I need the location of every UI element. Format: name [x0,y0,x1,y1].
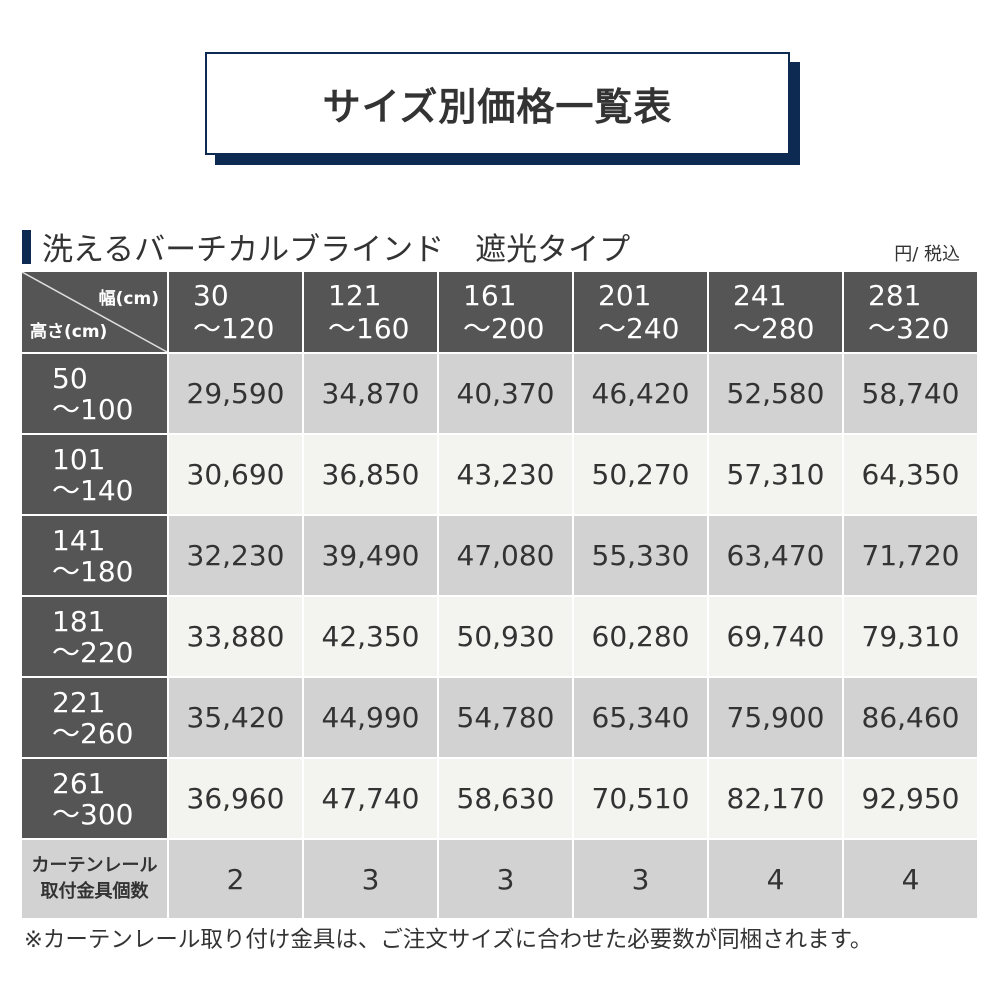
bracket-count-cell: 4 [709,840,842,918]
price-cell: 36,850 [304,435,437,514]
price-cell: 71,720 [844,516,977,595]
price-cell: 44,990 [304,678,437,757]
price-table: 幅(cm) 高さ(cm) 30 〜120 121 〜160 161 〜200 201 〜240… [22,272,977,918]
bracket-label-line2: 取付金具個数 [40,881,149,902]
price-cell: 46,420 [574,354,707,433]
width-header-cell: 281 〜320 [844,272,977,352]
price-cell: 60,280 [574,597,707,676]
table-corner-cell: 幅(cm) 高さ(cm) [22,272,167,352]
price-cell: 36,960 [169,759,302,838]
price-cell: 47,740 [304,759,437,838]
height-axis-label: 高さ(cm) [30,322,108,342]
price-cell: 54,780 [439,678,572,757]
footnote: ※カーテンレール取り付け金具は、ご注文サイズに合わせた必要数が同梱されます。 [24,927,873,953]
height-header-cell: 101 〜140 [22,435,167,514]
price-cell: 43,230 [439,435,572,514]
width-header-cell: 201 〜240 [574,272,707,352]
width-header-cell: 121 〜160 [304,272,437,352]
width-from: 121 [328,279,382,312]
width-from: 30 [193,279,229,312]
price-cell: 63,470 [709,516,842,595]
price-cell: 47,080 [439,516,572,595]
price-cell: 40,370 [439,354,572,433]
bracket-label-line1: カーテンレール [31,855,158,876]
price-cell: 64,350 [844,435,977,514]
height-from: 141 [52,523,106,557]
diagonal-line [22,272,167,352]
height-to: 〜180 [52,554,134,588]
height-to: 〜100 [52,392,134,426]
section-title: 洗えるバーチカルブラインド 遮光タイプ [42,232,631,268]
price-cell: 33,880 [169,597,302,676]
price-cell: 30,690 [169,435,302,514]
price-cell: 65,340 [574,678,707,757]
width-to: 〜200 [463,312,545,345]
price-cell: 32,230 [169,516,302,595]
price-cell: 39,490 [304,516,437,595]
price-cell: 50,930 [439,597,572,676]
height-to: 〜300 [52,797,134,831]
price-cell: 52,580 [709,354,842,433]
width-header-cell: 161 〜200 [439,272,572,352]
height-to: 〜140 [52,473,134,507]
width-from: 241 [733,279,787,312]
width-from: 161 [463,279,517,312]
width-to: 〜320 [868,312,950,345]
price-cell: 29,590 [169,354,302,433]
width-header-cell: 241 〜280 [709,272,842,352]
width-to: 〜120 [193,312,275,345]
price-cell: 58,630 [439,759,572,838]
price-cell: 79,310 [844,597,977,676]
height-header-cell: 50 〜100 [22,354,167,433]
width-to: 〜280 [733,312,815,345]
section-accent-bar [22,230,31,264]
height-from: 221 [52,685,106,719]
page-title: サイズ別価格一覧表 [205,52,790,155]
width-to: 〜160 [328,312,410,345]
price-cell: 34,870 [304,354,437,433]
bracket-count-cell: 3 [439,840,572,918]
width-to: 〜240 [598,312,680,345]
width-from: 201 [598,279,652,312]
height-header-cell: 221 〜260 [22,678,167,757]
price-cell: 55,330 [574,516,707,595]
height-header-cell: 141 〜180 [22,516,167,595]
price-cell: 57,310 [709,435,842,514]
price-cell: 69,740 [709,597,842,676]
height-from: 261 [52,766,106,800]
height-from: 101 [52,442,106,476]
price-cell: 50,270 [574,435,707,514]
price-cell: 75,900 [709,678,842,757]
price-cell: 92,950 [844,759,977,838]
bracket-count-cell: 4 [844,840,977,918]
price-cell: 35,420 [169,678,302,757]
height-header-cell: 181 〜220 [22,597,167,676]
price-cell: 86,460 [844,678,977,757]
price-cell: 58,740 [844,354,977,433]
height-header-cell: 261 〜300 [22,759,167,838]
height-to: 〜260 [52,716,134,750]
price-cell: 70,510 [574,759,707,838]
height-from: 181 [52,604,106,638]
height-from: 50 [52,361,88,395]
bracket-count-label: カーテンレール 取付金具個数 [22,840,167,918]
bracket-count-cell: 3 [304,840,437,918]
width-header-cell: 30 〜120 [169,272,302,352]
bracket-count-cell: 3 [574,840,707,918]
height-to: 〜220 [52,635,134,669]
unit-note: 円/ 税込 [894,244,960,265]
bracket-count-cell: 2 [169,840,302,918]
width-axis-label: 幅(cm) [98,289,159,309]
width-from: 281 [868,279,922,312]
price-cell: 82,170 [709,759,842,838]
price-cell: 42,350 [304,597,437,676]
